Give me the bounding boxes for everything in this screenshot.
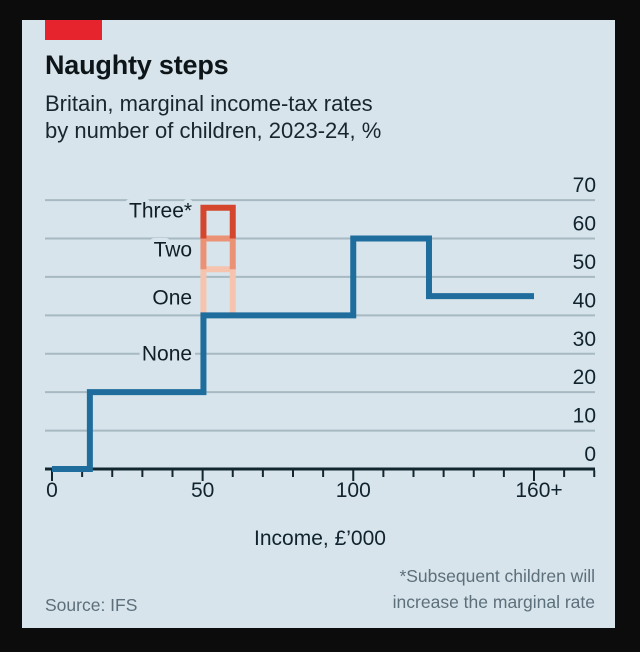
x-tick-label: 100 — [336, 479, 371, 502]
chart-card: Naughty steps Britain, marginal income-t… — [22, 20, 615, 628]
x-tick-label: 50 — [191, 479, 214, 502]
y-tick-label: 20 — [573, 366, 596, 389]
footnote-line-2: increase the marginal rate — [392, 592, 595, 612]
x-tick-label: 0 — [46, 479, 58, 502]
ladder-step-three — [200, 204, 236, 239]
y-tick-label: 10 — [573, 405, 596, 428]
chart-subtitle: Britain, marginal income-tax rates by nu… — [45, 90, 381, 144]
x-axis-ticks — [51, 470, 596, 481]
marginal-tax-rate-chart: 0 10 20 30 40 50 60 70 0 50 100 160+ Income, £’000 Th… — [45, 174, 596, 550]
y-tick-label: 50 — [573, 251, 596, 274]
child-benefit-ladder — [200, 204, 236, 316]
y-axis-labels: 0 10 20 30 40 50 60 70 — [573, 174, 596, 466]
footnote: *Subsequent children will increase the m… — [393, 563, 595, 615]
source-note: Source: IFS — [45, 595, 138, 615]
step-labels: Three* Two One None — [125, 196, 196, 370]
y-tick-label: 60 — [573, 213, 596, 236]
chart-title: Naughty steps — [45, 50, 229, 80]
ladder-step-one — [200, 266, 236, 316]
step-label: One — [152, 286, 192, 309]
step-label: None — [142, 342, 192, 365]
y-tick-label: 30 — [573, 328, 596, 351]
x-tick-label: 160+ — [515, 479, 562, 502]
chart-subtitle-line-2: by number of children, 2023-24, % — [45, 118, 382, 143]
tax-rate-step-line — [52, 235, 534, 472]
step-label: Two — [154, 238, 193, 261]
y-tick-label: 40 — [573, 289, 596, 312]
x-axis-labels: 0 50 100 160+ — [46, 479, 563, 502]
brand-red-tab — [45, 20, 102, 40]
step-label: Three* — [129, 200, 192, 223]
footnote-line-1: *Subsequent children will — [399, 566, 595, 586]
chart-subtitle-line-1: Britain, marginal income-tax rates — [45, 91, 373, 116]
y-gridlines — [45, 199, 595, 432]
x-axis-title: Income, £’000 — [254, 527, 386, 550]
y-tick-label: 70 — [573, 174, 596, 197]
ladder-step-two — [200, 235, 236, 270]
y-tick-label: 0 — [584, 443, 596, 466]
